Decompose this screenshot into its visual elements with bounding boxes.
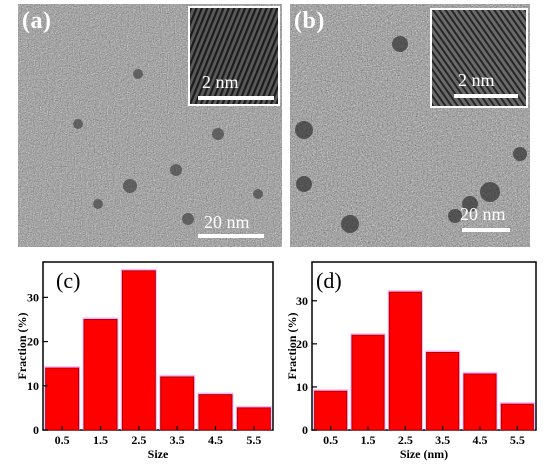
panel-label-c: (c) xyxy=(56,268,80,293)
xtick-label-d-0: 0.5 xyxy=(323,433,338,447)
main-scale-bar-a xyxy=(198,234,264,238)
xtick-label-c-4: 4.5 xyxy=(208,433,223,447)
bar-c-3 xyxy=(160,376,195,431)
bar-d-0 xyxy=(314,390,348,431)
lattice-fringes-a xyxy=(190,8,278,104)
hrtem-inset-a: 2 nm xyxy=(188,6,280,106)
panel-label-b: (b) xyxy=(294,8,325,34)
xtick-label-d-2: 2.5 xyxy=(398,433,413,447)
bar-d-3 xyxy=(426,351,460,431)
main-scale-bar-b xyxy=(462,228,510,232)
lattice-fringes-b xyxy=(432,10,526,106)
tem-image-a: (a) 2 nm 20 nm xyxy=(18,4,282,247)
ytick-label-d-20: 20 xyxy=(296,337,308,351)
xtick-label-c-0: 0.5 xyxy=(55,433,70,447)
ytick-label-d-10: 10 xyxy=(296,380,308,394)
inset-scale-bar-a xyxy=(198,96,274,100)
main-scale-label-b: 20 nm xyxy=(460,204,506,224)
ytick-label-d-30: 30 xyxy=(296,294,308,308)
xtick-label-c-5: 5.5 xyxy=(246,433,261,447)
xtick-label-d-3: 3.5 xyxy=(435,433,450,447)
bar-d-4 xyxy=(463,373,497,431)
ytick-label-c-20: 20 xyxy=(27,335,39,349)
xtick-label-c-2: 2.5 xyxy=(131,433,146,447)
xtick-label-d-5: 5.5 xyxy=(510,433,525,447)
x-axis-label-c: Size xyxy=(148,447,169,461)
xtick-label-d-4: 4.5 xyxy=(473,433,488,447)
main-scale-label-a: 20 nm xyxy=(204,212,250,232)
xtick-label-c-1: 1.5 xyxy=(93,433,108,447)
x-axis-label-d: Size (nm) xyxy=(400,447,448,461)
bar-c-4 xyxy=(198,394,233,431)
bar-d-2 xyxy=(388,291,422,431)
inset-scale-label-b: 2 nm xyxy=(458,70,495,90)
y-axis-label-c: Fraction (%) xyxy=(15,313,29,380)
ytick-label-c-30: 30 xyxy=(27,290,39,304)
tem-image-b: (b) 2 nm 20 nm xyxy=(290,4,530,247)
hrtem-inset-b: 2 nm xyxy=(430,8,528,108)
inset-scale-bar-b xyxy=(454,94,518,98)
ytick-label-d-0: 0 xyxy=(302,423,308,437)
inset-scale-label-a: 2 nm xyxy=(202,72,239,92)
bar-c-1 xyxy=(83,318,118,431)
bar-d-1 xyxy=(351,334,385,431)
ytick-label-c-0: 0 xyxy=(33,423,39,437)
ytick-label-c-10: 10 xyxy=(27,379,39,393)
chart-frame-d xyxy=(311,261,537,431)
chart-frame-c xyxy=(42,261,274,431)
y-axis-label-d: Fraction (%) xyxy=(285,313,299,380)
bar-d-5 xyxy=(500,403,534,431)
panel-label-d: (d) xyxy=(316,268,342,293)
bar-c-2 xyxy=(121,270,156,431)
xtick-label-d-1: 1.5 xyxy=(361,433,376,447)
bar-c-0 xyxy=(45,367,80,431)
panel-label-a: (a) xyxy=(22,8,52,34)
xtick-label-c-3: 3.5 xyxy=(170,433,185,447)
